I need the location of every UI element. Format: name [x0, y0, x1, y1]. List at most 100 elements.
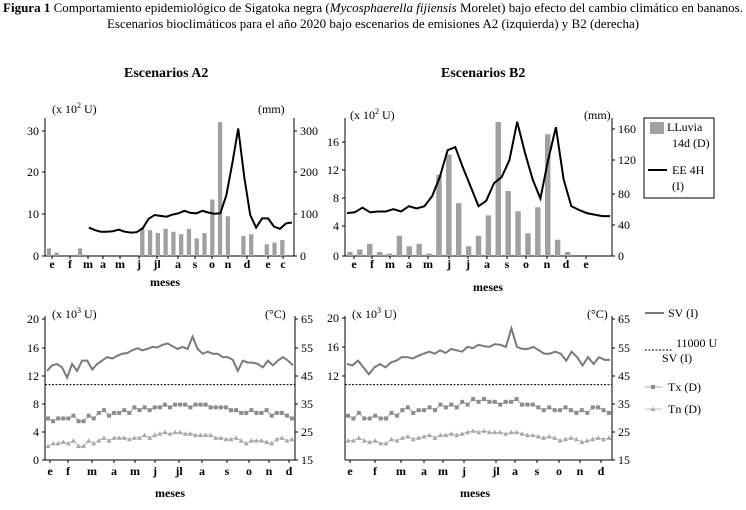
tn-marker: [476, 429, 481, 435]
species-name: Mycosphaerella fijiensis: [329, 0, 457, 15]
right-tick-label: 45: [301, 369, 313, 383]
rain-bar: [535, 207, 541, 256]
tn-marker: [101, 435, 107, 440]
rain-bar: [426, 253, 432, 256]
tx-marker: [362, 416, 367, 421]
tn-marker: [421, 433, 427, 439]
right-tick-label: 55: [301, 341, 313, 355]
tn-marker: [248, 438, 254, 443]
left-tick-label: 16: [327, 340, 339, 354]
tn-marker: [208, 432, 214, 438]
tn-marker: [279, 435, 285, 440]
right-tick-label: 25: [301, 425, 313, 439]
tn-marker: [541, 435, 547, 440]
rain-bar: [376, 251, 383, 256]
tn-marker: [367, 439, 373, 444]
tx-marker: [346, 413, 350, 418]
tn-marker: [383, 440, 389, 446]
x-tick-label: j: [465, 257, 470, 271]
rain-bar: [77, 248, 83, 256]
legend-threshold-label-1: 11000 U: [676, 336, 718, 350]
tn-marker: [96, 438, 102, 443]
x-tick-label: n: [577, 464, 584, 478]
tn-marker: [470, 428, 476, 433]
left-tick-label: 0: [33, 249, 39, 263]
tn-marker: [218, 435, 224, 440]
rain-bar: [347, 251, 353, 256]
tn-marker: [378, 440, 384, 446]
tx-marker: [51, 419, 56, 424]
tx-marker: [66, 416, 71, 421]
tx-marker: [198, 402, 203, 407]
tn-marker: [137, 435, 142, 440]
tn-marker: [203, 432, 209, 438]
tn-marker: [253, 438, 259, 443]
right-tick-label: 45: [618, 369, 630, 383]
tn-marker: [508, 429, 514, 435]
tx-marker: [509, 399, 514, 404]
rain-bar: [554, 239, 561, 256]
tx-marker: [596, 405, 601, 410]
left-tick-label: 8: [333, 191, 339, 205]
caption-line-1: Figura 1 Comportamiento epidemiológico d…: [0, 0, 746, 16]
tx-marker: [244, 410, 249, 415]
x-tick-label: s: [505, 257, 510, 271]
tn-marker: [81, 443, 87, 449]
tx-marker: [400, 408, 405, 413]
right-tick-label: 80: [618, 187, 630, 201]
tx-marker: [101, 408, 106, 413]
rain-bar: [525, 233, 531, 256]
rain-bar: [225, 216, 230, 256]
tx-marker: [585, 410, 590, 415]
tn-marker: [535, 433, 541, 439]
tn-marker: [126, 436, 132, 442]
tn-marker: [372, 438, 378, 443]
legend-tx-marker: [651, 385, 655, 389]
tn-marker: [437, 432, 443, 438]
tn-marker: [91, 440, 97, 446]
tx-marker: [81, 419, 86, 424]
rain-bar: [545, 134, 551, 256]
tn-marker: [579, 439, 585, 444]
tn-marker: [563, 436, 568, 442]
right-tick-label: 100: [300, 207, 318, 221]
tx-marker: [563, 405, 568, 410]
tx-marker: [264, 408, 269, 413]
x-tick-label: d: [563, 257, 570, 271]
tn-marker: [198, 432, 203, 438]
right-tick-label: 35: [618, 397, 630, 411]
tx-marker: [229, 408, 233, 413]
rain-bar: [505, 191, 511, 256]
tx-marker: [122, 408, 127, 413]
rain-bar: [406, 246, 412, 256]
tx-marker: [487, 399, 492, 404]
rain-bar: [436, 174, 442, 256]
tn-marker: [259, 438, 264, 443]
tn-marker: [238, 438, 244, 443]
tx-marker: [112, 410, 117, 415]
left-tick-label: 0: [333, 249, 339, 263]
x-tick-label: o: [209, 257, 215, 271]
right-tick-label: 0: [300, 249, 306, 263]
left-unit-label: (x 102 U): [52, 101, 97, 116]
tx-marker: [427, 405, 432, 410]
tn-marker: [519, 431, 525, 436]
tx-marker: [454, 405, 459, 410]
right-tick-label: 65: [618, 312, 630, 326]
right-tick-label: 0: [618, 249, 624, 263]
rain-bar: [396, 235, 403, 256]
right-tick-label: 25: [618, 425, 630, 439]
tx-marker: [503, 399, 508, 404]
tn-marker: [573, 436, 579, 442]
tn-marker: [172, 429, 178, 435]
tn-marker: [157, 431, 163, 436]
x-tick-label: a: [111, 464, 117, 478]
tx-marker: [356, 410, 361, 415]
tn-marker: [486, 429, 492, 435]
caption-line-2: Escenarios bioclimáticos para el año 202…: [106, 15, 640, 31]
tn-marker: [546, 433, 552, 439]
left-tick-label: 20: [27, 312, 39, 326]
left-tick-label: 16: [27, 341, 39, 355]
